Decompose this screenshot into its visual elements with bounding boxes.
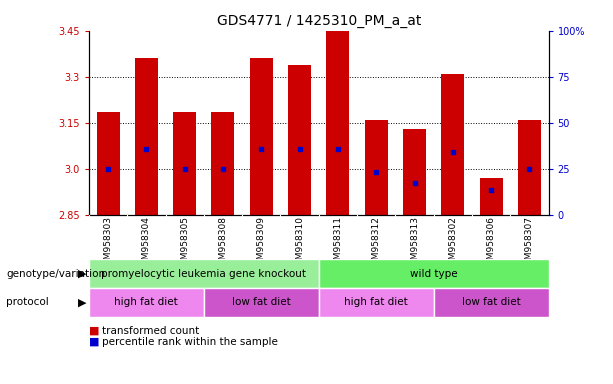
Text: high fat diet: high fat diet [115,297,178,308]
Text: protocol: protocol [6,297,49,308]
Bar [96,112,120,215]
Text: ▶: ▶ [78,268,86,279]
Text: ▶: ▶ [78,297,86,308]
Text: GSM958309: GSM958309 [257,216,266,271]
Text: GSM958308: GSM958308 [218,216,227,271]
Text: percentile rank within the sample: percentile rank within the sample [102,337,278,347]
Bar [365,120,388,215]
Bar [288,65,311,215]
Text: GSM958302: GSM958302 [448,216,457,271]
Bar [403,129,426,215]
Text: GSM958313: GSM958313 [410,216,419,271]
Text: ■: ■ [89,326,103,336]
Bar [211,112,235,215]
Text: high fat diet: high fat diet [345,297,408,308]
Text: transformed count: transformed count [102,326,200,336]
Bar [135,58,158,215]
Title: GDS4771 / 1425310_PM_a_at: GDS4771 / 1425310_PM_a_at [216,14,421,28]
Text: promyelocytic leukemia gene knockout: promyelocytic leukemia gene knockout [101,268,306,279]
Text: GSM958307: GSM958307 [525,216,534,271]
Text: GSM958310: GSM958310 [295,216,304,271]
Bar [434,288,549,317]
Text: wild type: wild type [410,268,457,279]
Text: GSM958312: GSM958312 [371,216,381,271]
Bar [173,112,196,215]
Bar [319,259,549,288]
Text: low fat diet: low fat diet [462,297,520,308]
Text: low fat diet: low fat diet [232,297,291,308]
Bar [204,288,319,317]
Text: genotype/variation: genotype/variation [6,268,105,279]
Bar [441,74,465,215]
Bar [89,288,204,317]
Bar [89,259,319,288]
Text: GSM958311: GSM958311 [333,216,343,271]
Text: GSM958306: GSM958306 [487,216,496,271]
Bar [518,120,541,215]
Text: GSM958304: GSM958304 [142,216,151,271]
Bar [327,31,349,215]
Bar [250,58,273,215]
Bar [319,288,434,317]
Text: ■: ■ [89,337,103,347]
Text: GSM958303: GSM958303 [104,216,113,271]
Bar [479,178,503,215]
Text: GSM958305: GSM958305 [180,216,189,271]
